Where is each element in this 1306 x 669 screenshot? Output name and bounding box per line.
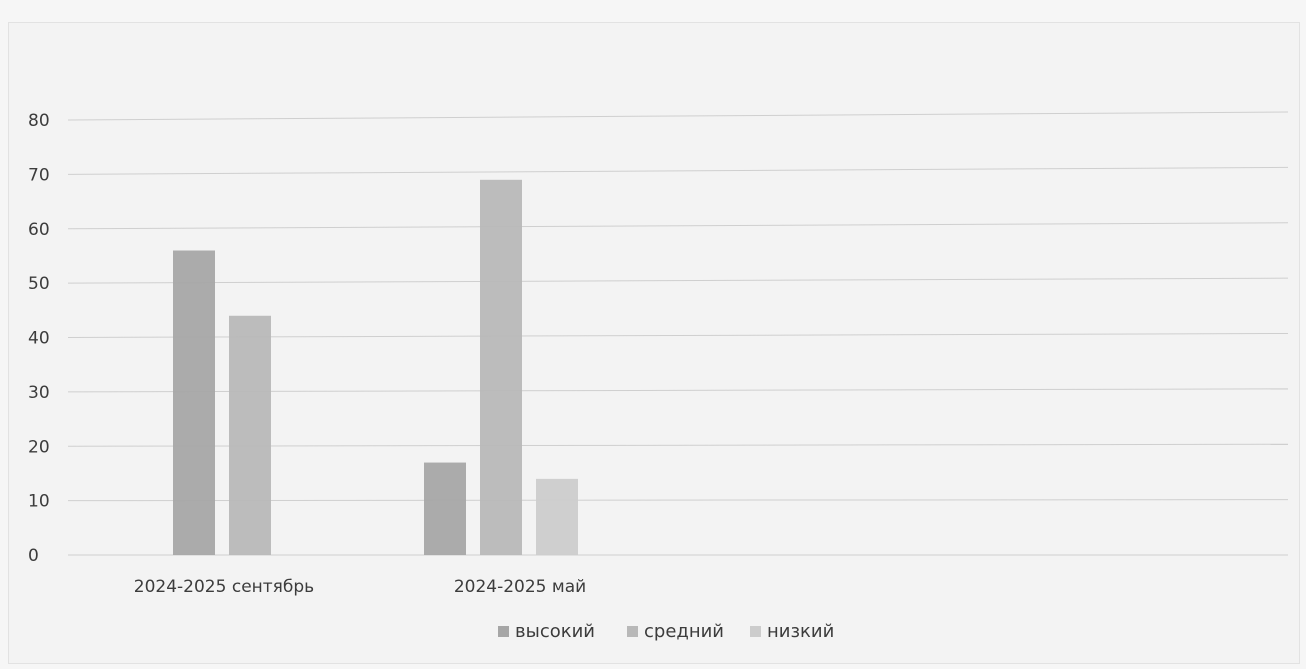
chart-frame: [8, 22, 1300, 664]
y-tick-label-80: 80: [28, 111, 50, 131]
y-tick-label-50: 50: [28, 274, 50, 294]
gridline-70: [67, 166, 1289, 175]
gridline-20: [67, 443, 1289, 447]
gridline-30: [67, 388, 1289, 393]
gridline-10: [67, 499, 1289, 502]
gridline-80: [67, 111, 1289, 121]
legend-label-средний: средний: [644, 621, 724, 642]
legend-label-высокий: высокий: [515, 621, 595, 642]
y-tick-label-40: 40: [28, 329, 50, 349]
bar-средний-1: [480, 179, 522, 555]
y-tick-label-0: 0: [28, 546, 39, 566]
gridline-60: [67, 222, 1289, 230]
gridline-40: [67, 333, 1289, 338]
gridline-50: [67, 277, 1289, 284]
y-tick-label-70: 70: [28, 165, 50, 185]
y-tick-label-30: 30: [28, 383, 50, 403]
bar-высокий-0: [173, 250, 215, 555]
legend-label-низкий: низкий: [767, 621, 834, 642]
legend-swatch-высокий: [498, 626, 509, 637]
x-category-label-0: 2024-2025 сентябрь: [134, 577, 314, 597]
grid-lines: [67, 111, 1289, 556]
y-axis-ticks: 0 10 20 30 40 50 60 70 80: [28, 111, 50, 566]
legend-swatch-средний: [627, 626, 638, 637]
legend-swatch-низкий: [750, 626, 761, 637]
x-category-label-1: 2024-2025 май: [454, 577, 586, 597]
bar-высокий-1: [424, 462, 466, 555]
legend: высокий средний низкий: [498, 621, 834, 642]
bar-средний-0: [229, 315, 271, 555]
x-axis-categories: 2024-2025 сентябрь 2024-2025 май: [134, 577, 586, 597]
bars: [173, 179, 578, 555]
bar-низкий-1: [536, 478, 578, 555]
y-tick-label-60: 60: [28, 220, 50, 240]
y-tick-label-10: 10: [28, 492, 50, 512]
y-tick-label-20: 20: [28, 437, 50, 457]
